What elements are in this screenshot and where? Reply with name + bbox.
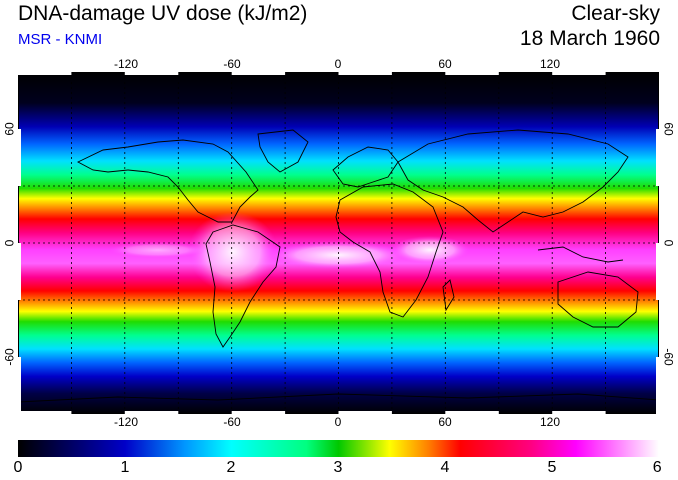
colorbar-label-5: 5 [547, 459, 557, 476]
lat-label-left-0: 0 [2, 239, 17, 247]
indonesia-outline [537, 246, 624, 263]
map-date: 18 March 1960 [519, 27, 660, 50]
antarctica-outline [18, 393, 659, 403]
colorbar-label-4: 4 [440, 459, 450, 476]
lon-label-top-w120: -120 [113, 57, 139, 71]
lat-label-left-n60: 60 [2, 122, 17, 136]
colorbar-label-2: 2 [226, 459, 236, 476]
uv-max-south-america [188, 212, 278, 292]
asia-outline [397, 129, 629, 233]
lat-label-right-s60: -60 [661, 348, 676, 366]
lon-label-bottom-e120: 120 [539, 415, 561, 429]
frame-scale-bars [18, 72, 659, 414]
colorbar-label-0: 0 [13, 459, 23, 476]
south-america-outline [205, 224, 281, 348]
uv-dose-map [18, 72, 659, 414]
colorbar [18, 440, 659, 457]
greenland-outline [257, 129, 309, 173]
lon-label-bottom-w60: -60 [223, 415, 241, 429]
sky-condition: Clear-sky [571, 2, 660, 25]
australia-outline [557, 271, 639, 328]
lat-label-right-0: 0 [661, 239, 676, 247]
lon-label-top-e120: 120 [539, 57, 561, 71]
africa-outline [335, 183, 444, 318]
lon-label-bottom-w120: -120 [113, 415, 139, 429]
uv-max-africa [390, 236, 470, 264]
colorbar-label-1: 1 [120, 459, 130, 476]
map-title: DNA-damage UV dose (kJ/m2) [18, 2, 308, 25]
lat-label-right-n60: 60 [661, 122, 676, 136]
lon-label-bottom-e60: 60 [438, 415, 452, 429]
colorbar-label-3: 3 [333, 459, 343, 476]
lon-label-top-e60: 60 [438, 57, 452, 71]
lat-label-left-s60: -60 [2, 348, 17, 366]
lon-label-top-w60: -60 [223, 57, 241, 71]
lon-label-top-0: 0 [334, 57, 342, 71]
uv-max-pacific [108, 242, 208, 258]
europe-outline [332, 146, 399, 188]
uv-max-atlantic [268, 241, 408, 269]
graticule [18, 72, 659, 414]
lon-label-bottom-0: 0 [334, 415, 342, 429]
map-source: MSR - KNMI [18, 31, 103, 48]
colorbar-label-6: 6 [652, 459, 662, 476]
